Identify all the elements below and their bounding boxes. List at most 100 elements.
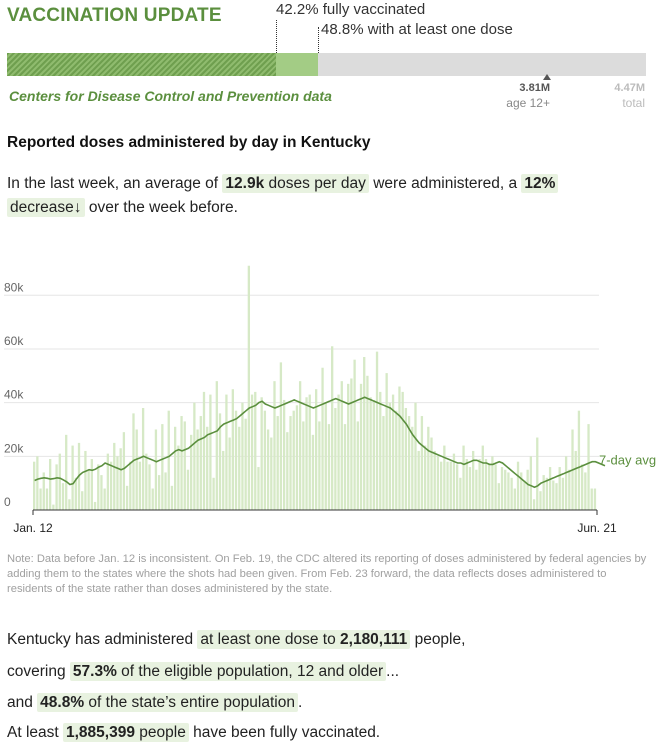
daily-dose-bar <box>427 426 430 510</box>
daily-dose-bar <box>423 445 427 510</box>
totals-line-4: At least 1,885,399 people have been full… <box>7 721 380 745</box>
daily-dose-bar <box>552 480 555 510</box>
summary-value: 12.9k <box>225 175 265 192</box>
summary-pre: In the last week, an average of <box>7 175 223 192</box>
daily-dose-bar <box>363 357 366 510</box>
daily-dose-bar <box>228 437 231 510</box>
weekly-summary: In the last week, an average of 12.9k do… <box>7 172 657 220</box>
daily-dose-bar <box>510 477 513 510</box>
daily-dose-bar <box>340 381 343 510</box>
daily-doses-chart: 0 20k 40k 60k 80k Jan. 12 Jun. 21 7-day avg <box>4 265 656 535</box>
daily-dose-bar <box>436 456 440 510</box>
totals-line-2-post: ... <box>386 663 400 680</box>
daily-dose-bar <box>196 429 199 510</box>
daily-dose-bar <box>590 488 593 510</box>
daily-dose-bar <box>385 373 388 510</box>
daily-dose-bar <box>186 469 190 510</box>
totals-line-3-highlight: 48.8% of the state’s entire population <box>37 693 298 712</box>
seven-day-avg-line <box>34 396 606 489</box>
daily-dose-bar <box>61 483 65 510</box>
daily-dose-bar <box>472 450 475 510</box>
daily-dose-bar <box>529 456 533 510</box>
daily-dose-bar <box>593 488 597 510</box>
daily-dose-bar <box>398 386 401 510</box>
daily-dose-bar <box>516 461 520 510</box>
daily-dose-bar <box>292 410 295 510</box>
daily-dose-bar <box>372 399 375 510</box>
summary-post: were administered, a <box>368 175 522 192</box>
daily-dose-bar <box>97 464 100 510</box>
daily-dose-bar <box>190 434 193 510</box>
daily-dose-bar <box>276 416 279 510</box>
totals-line-3-hl-text: of the state’s entire population <box>84 694 295 711</box>
daily-dose-bar <box>270 437 273 510</box>
daily-dose-bar <box>417 450 420 510</box>
source-label: Centers for Disease Control and Preventi… <box>9 88 332 104</box>
daily-dose-bar <box>542 475 545 510</box>
daily-dose-bar <box>36 456 39 510</box>
daily-dose-bar <box>202 391 206 510</box>
daily-dose-bar <box>568 469 571 510</box>
daily-dose-bar <box>331 346 334 510</box>
daily-dose-bar <box>494 464 497 510</box>
daily-dose-bar <box>109 461 113 510</box>
daily-dose-bar <box>93 501 97 510</box>
daily-dose-bar <box>500 467 504 510</box>
daily-dose-bar <box>523 480 526 510</box>
total-pct: 48.8% <box>40 694 85 711</box>
daily-dose-bar <box>116 456 119 510</box>
daily-dose-bar <box>520 472 523 510</box>
daily-dose-bar <box>279 362 283 510</box>
daily-dose-bar <box>231 389 234 510</box>
daily-dose-bar <box>315 389 318 510</box>
one-dose-marker-line <box>318 27 319 53</box>
daily-dose-bar <box>90 459 93 510</box>
daily-dose-bar <box>119 448 122 510</box>
data-note: Note: Data before Jan. 12 is inconsisten… <box>7 553 647 595</box>
totals-line-1: Kentucky has administered at least one d… <box>7 628 465 652</box>
daily-dose-bar <box>71 445 74 510</box>
y-tick-label: 40k <box>4 388 24 402</box>
daily-dose-bar <box>561 477 565 510</box>
daily-dose-bar <box>161 424 164 510</box>
chart-heading: Reported doses administered by day in Ke… <box>7 134 371 151</box>
daily-dose-bar <box>286 432 289 510</box>
fully-vaccinated-label: 42.2% fully vaccinated <box>276 1 426 18</box>
daily-dose-bar <box>33 461 36 510</box>
daily-dose-bar <box>577 410 581 510</box>
daily-dose-bar <box>167 410 170 510</box>
daily-dose-bar <box>100 475 103 510</box>
daily-dose-bar <box>68 499 71 510</box>
daily-dose-bar <box>555 483 558 510</box>
daily-dose-bar <box>215 381 218 510</box>
totals-line-2-pre: covering <box>7 663 70 680</box>
daily-dose-bar <box>532 499 536 510</box>
daily-dose-bar <box>222 450 225 510</box>
daily-dose-bar <box>106 453 110 510</box>
summary-mid: doses per day <box>264 175 366 192</box>
daily-dose-bar <box>164 472 167 510</box>
daily-dose-bar <box>388 402 392 510</box>
daily-dose-bar <box>135 429 138 510</box>
daily-dose-bar <box>414 402 417 510</box>
daily-dose-bar <box>484 459 488 510</box>
daily-dose-bar <box>558 467 561 510</box>
summary-highlight: 12.9k doses per day <box>222 174 369 193</box>
daily-dose-bar <box>321 367 324 510</box>
daily-dose-bar <box>154 429 158 510</box>
one-dose-count: 2,180,111 <box>340 631 408 648</box>
daily-dose-bar <box>254 391 257 510</box>
daily-dose-bar <box>122 432 126 510</box>
daily-dose-bar <box>411 426 414 510</box>
daily-dose-bar <box>353 359 356 510</box>
daily-dose-bar <box>177 445 180 510</box>
page-title: VACCINATION UPDATE <box>7 5 222 26</box>
daily-dose-bar <box>65 434 68 510</box>
daily-dose-bar <box>475 469 478 510</box>
daily-dose-bar <box>244 418 247 510</box>
daily-dose-bar <box>234 410 238 510</box>
daily-dose-bar <box>225 394 228 510</box>
daily-dose-bar <box>382 416 385 510</box>
daily-dose-bar <box>526 469 529 510</box>
daily-dose-bar <box>465 459 468 510</box>
